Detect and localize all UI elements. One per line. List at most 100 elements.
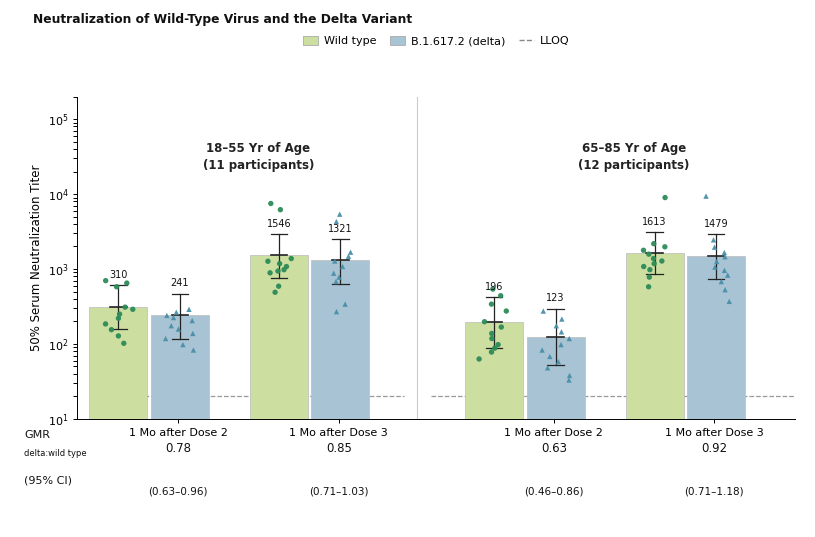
Text: 0.92: 0.92: [701, 442, 728, 455]
Text: (95% CI): (95% CI): [24, 476, 73, 485]
Point: [699, 192, 712, 200]
Point: [284, 254, 297, 263]
Bar: [311, 260, 369, 537]
Bar: [687, 256, 745, 537]
Point: [329, 277, 342, 286]
Point: [718, 248, 731, 257]
Point: [715, 277, 728, 286]
Point: [637, 262, 650, 271]
Point: [721, 271, 734, 279]
Point: [708, 243, 721, 251]
Point: [105, 325, 118, 334]
Bar: [151, 315, 209, 537]
Point: [272, 282, 285, 291]
Point: [659, 243, 672, 251]
Point: [655, 257, 668, 265]
Text: 0.78: 0.78: [165, 442, 192, 455]
Point: [554, 340, 567, 349]
Text: GMR: GMR: [24, 430, 51, 440]
Point: [485, 329, 498, 338]
Point: [333, 273, 346, 281]
Point: [112, 332, 125, 340]
Point: [342, 252, 355, 260]
Point: [119, 303, 132, 311]
Text: 1546: 1546: [267, 219, 291, 229]
Point: [478, 317, 491, 326]
Bar: [526, 337, 584, 537]
Point: [500, 307, 513, 315]
Text: 65–85 Yr of Age
(12 participants): 65–85 Yr of Age (12 participants): [579, 142, 689, 172]
Text: 0.63: 0.63: [541, 442, 567, 455]
Text: (0.71–1.18): (0.71–1.18): [685, 487, 744, 496]
Point: [643, 273, 656, 281]
Point: [187, 329, 200, 338]
Point: [333, 210, 346, 219]
Point: [112, 314, 125, 323]
Point: [328, 257, 341, 265]
Point: [485, 300, 498, 308]
Point: [555, 315, 568, 323]
Text: 310: 310: [109, 270, 128, 280]
Point: [344, 248, 357, 257]
Point: [330, 307, 343, 316]
Point: [271, 267, 284, 275]
Point: [262, 257, 275, 266]
Point: [327, 269, 340, 278]
Text: (0.63–0.96): (0.63–0.96): [148, 487, 208, 496]
Point: [183, 305, 196, 314]
Point: [187, 346, 200, 354]
Point: [642, 282, 655, 291]
Point: [99, 277, 112, 285]
Bar: [465, 322, 523, 537]
Point: [719, 285, 732, 294]
Text: delta:wild type: delta:wild type: [24, 449, 87, 458]
Point: [550, 322, 563, 330]
Bar: [90, 307, 148, 537]
Point: [488, 344, 501, 352]
Point: [126, 305, 139, 314]
Text: 196: 196: [485, 282, 504, 292]
Point: [495, 323, 508, 331]
Point: [280, 262, 293, 271]
Text: 18–55 Yr of Age
(11 participants): 18–55 Yr of Age (11 participants): [203, 142, 314, 172]
Text: 1479: 1479: [704, 219, 729, 229]
Point: [535, 346, 548, 354]
Point: [338, 300, 351, 308]
Point: [541, 364, 554, 372]
Point: [552, 358, 565, 366]
Point: [99, 320, 112, 328]
Point: [170, 308, 183, 316]
Point: [718, 266, 731, 274]
Point: [647, 240, 660, 248]
Point: [473, 354, 486, 363]
Point: [159, 334, 172, 343]
Point: [161, 311, 174, 320]
Point: [167, 313, 180, 322]
Point: [642, 250, 655, 258]
Point: [274, 205, 287, 214]
Point: [647, 254, 660, 263]
Point: [277, 265, 290, 274]
Point: [637, 246, 650, 255]
Point: [487, 285, 500, 293]
Point: [719, 252, 732, 261]
Text: (0.71–1.03): (0.71–1.03): [309, 487, 368, 496]
Point: [563, 371, 576, 380]
Point: [113, 310, 126, 318]
Point: [330, 217, 343, 226]
Point: [659, 193, 672, 202]
Text: (0.46–0.86): (0.46–0.86): [524, 487, 584, 496]
Point: [176, 340, 189, 349]
Text: 123: 123: [546, 293, 565, 303]
Point: [269, 288, 282, 296]
Point: [562, 376, 575, 384]
Point: [486, 334, 499, 343]
Point: [537, 307, 550, 315]
Text: 1321: 1321: [328, 224, 353, 234]
Bar: [626, 253, 684, 537]
Bar: [250, 255, 308, 537]
Y-axis label: 50% Serum Neutralization Titer: 50% Serum Neutralization Titer: [30, 164, 43, 351]
Point: [648, 259, 661, 268]
Point: [494, 292, 507, 300]
Point: [485, 348, 498, 357]
